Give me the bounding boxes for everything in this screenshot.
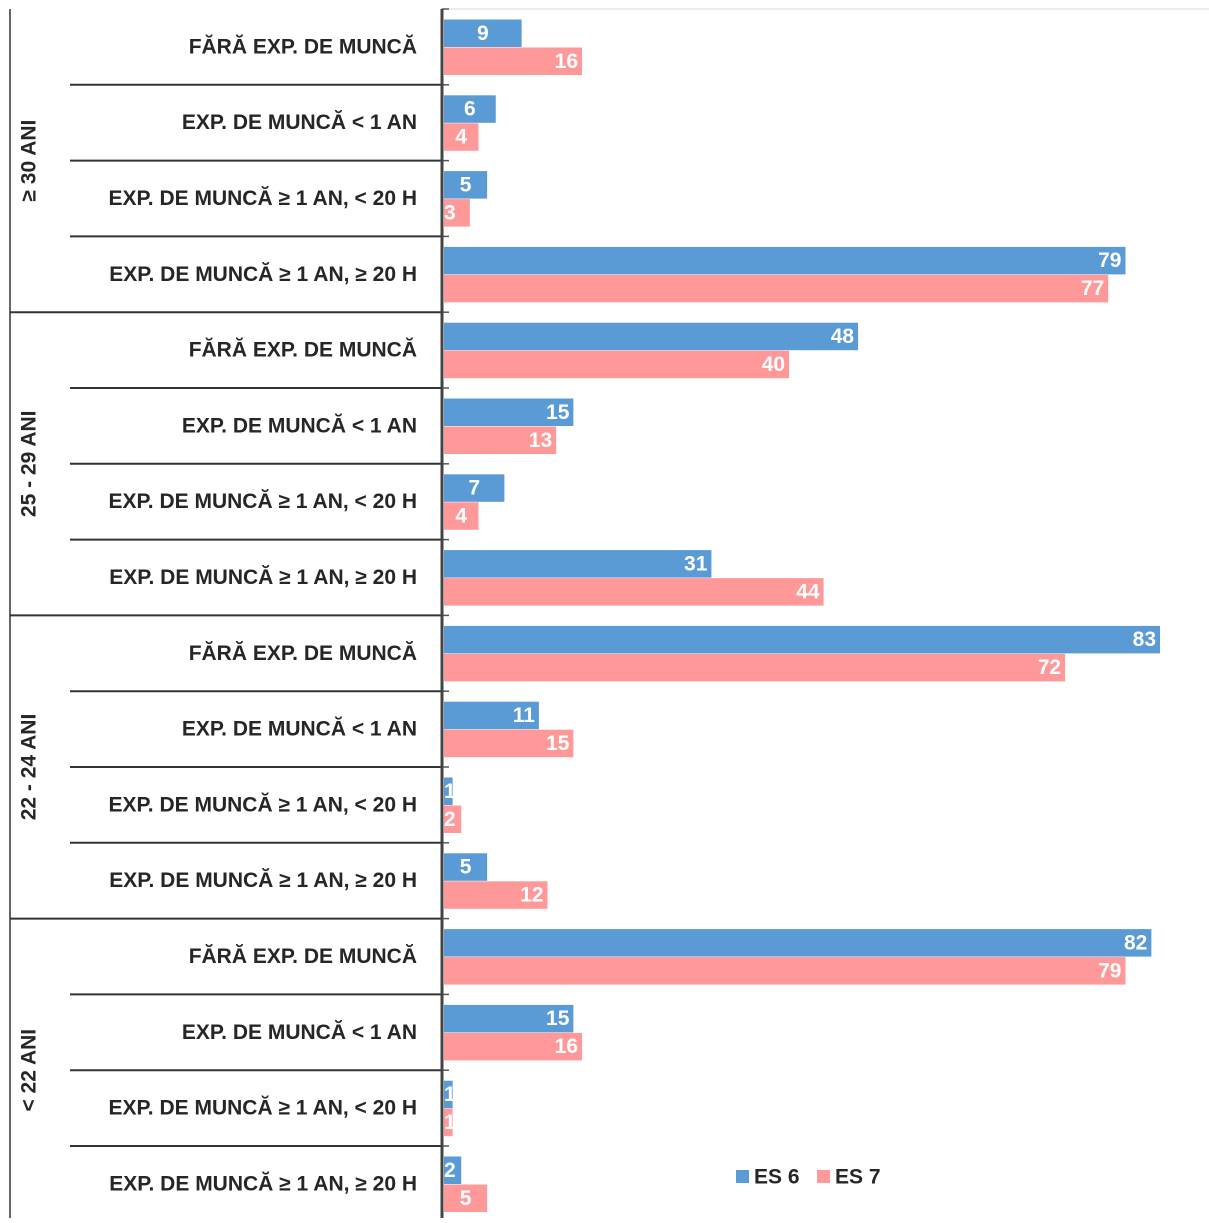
bar [444, 474, 505, 502]
legend-entry: ES 6 [754, 1166, 800, 1189]
bar [444, 1156, 462, 1184]
data-label: 1 [444, 1083, 456, 1106]
data-label: 15 [546, 401, 570, 424]
bar [444, 881, 548, 909]
data-label: 13 [529, 429, 552, 452]
group-label: ≥ 30 ANI [18, 120, 41, 202]
bar [444, 350, 790, 379]
data-label: 72 [1038, 656, 1061, 679]
bar [444, 777, 453, 805]
data-label: 7 [468, 477, 480, 500]
bar [444, 701, 539, 730]
category-label: EXP. DE MUNCĂ ≥ 1 AN, ≥ 20 H [109, 566, 417, 589]
data-label: 6 [464, 98, 476, 121]
category-label: EXP. DE MUNCĂ < 1 AN [182, 414, 417, 437]
bar [444, 550, 712, 578]
bar [444, 1032, 583, 1061]
bar [444, 123, 479, 151]
data-label: 5 [460, 173, 472, 196]
bar [444, 653, 1066, 682]
legend-entry: ES 7 [835, 1166, 881, 1189]
group-label: 22 - 24 ANI [18, 714, 41, 821]
data-label: 1 [444, 1111, 456, 1134]
category-label: FĂRĂ EXP. DE MUNCĂ [189, 642, 417, 665]
data-label: 4 [455, 505, 467, 528]
bar [444, 171, 488, 199]
category-label: EXP. DE MUNCĂ ≥ 1 AN, < 20 H [108, 490, 417, 513]
bar [444, 19, 522, 47]
bar [444, 47, 583, 75]
category-label: EXP. DE MUNCĂ < 1 AN [182, 1021, 417, 1044]
bar [444, 426, 557, 454]
legend-swatch [817, 1170, 830, 1183]
bar [444, 1080, 453, 1109]
bar [444, 1184, 488, 1212]
data-label: 4 [455, 126, 467, 149]
bar [444, 398, 574, 426]
bar [444, 199, 470, 227]
category-label: EXP. DE MUNCĂ ≥ 1 AN, ≥ 20 H [109, 1172, 417, 1195]
data-label: 9 [477, 22, 489, 45]
data-label: 15 [546, 732, 570, 755]
bar [444, 625, 1160, 654]
data-label: 31 [684, 552, 708, 575]
data-label: 48 [831, 325, 855, 348]
data-label: 77 [1081, 277, 1104, 300]
data-label: 11 [513, 704, 536, 727]
category-label: FĂRĂ EXP. DE MUNCĂ [189, 945, 417, 968]
data-label: 3 [444, 201, 456, 224]
data-label: 79 [1098, 249, 1121, 272]
bar [444, 246, 1126, 275]
bar [444, 274, 1109, 303]
data-label: 2 [444, 808, 456, 831]
bar [444, 1004, 574, 1033]
bar [444, 805, 462, 833]
category-label: EXP. DE MUNCĂ < 1 AN [182, 111, 417, 134]
bar [444, 957, 1126, 985]
data-label: 12 [520, 884, 543, 907]
data-label: 16 [555, 1035, 578, 1058]
category-label: EXP. DE MUNCĂ < 1 AN [182, 718, 417, 741]
data-label: 40 [762, 353, 785, 376]
group-label: < 22 ANI [18, 1029, 41, 1112]
bar [444, 502, 479, 530]
data-label: 1 [444, 780, 456, 803]
bar [444, 322, 859, 351]
bar [444, 1108, 453, 1137]
bar [444, 578, 824, 606]
category-label: EXP. DE MUNCĂ ≥ 1 AN, ≥ 20 H [109, 263, 417, 286]
category-label: EXP. DE MUNCĂ ≥ 1 AN, < 20 H [108, 1097, 417, 1120]
data-label: 16 [555, 50, 578, 73]
data-label: 2 [444, 1159, 456, 1182]
bar [444, 95, 496, 123]
data-label: 82 [1124, 931, 1147, 954]
category-label: FĂRĂ EXP. DE MUNCĂ [189, 339, 417, 362]
data-label: 5 [460, 1187, 472, 1210]
category-label: EXP. DE MUNCĂ ≥ 1 AN, < 20 H [108, 187, 417, 210]
category-label: EXP. DE MUNCĂ ≥ 1 AN, < 20 H [108, 793, 417, 816]
bar [444, 729, 574, 758]
bar [444, 929, 1152, 957]
group-label: 25 - 29 ANI [18, 410, 41, 517]
data-label: 44 [796, 580, 820, 603]
data-label: 79 [1098, 959, 1121, 982]
category-label: FĂRĂ EXP. DE MUNCĂ [189, 35, 417, 58]
data-label: 83 [1133, 628, 1156, 651]
data-label: 5 [460, 856, 472, 879]
data-label: 15 [546, 1007, 570, 1030]
category-label: EXP. DE MUNCĂ ≥ 1 AN, ≥ 20 H [109, 869, 417, 892]
bar [444, 853, 488, 881]
legend-swatch [736, 1170, 749, 1183]
